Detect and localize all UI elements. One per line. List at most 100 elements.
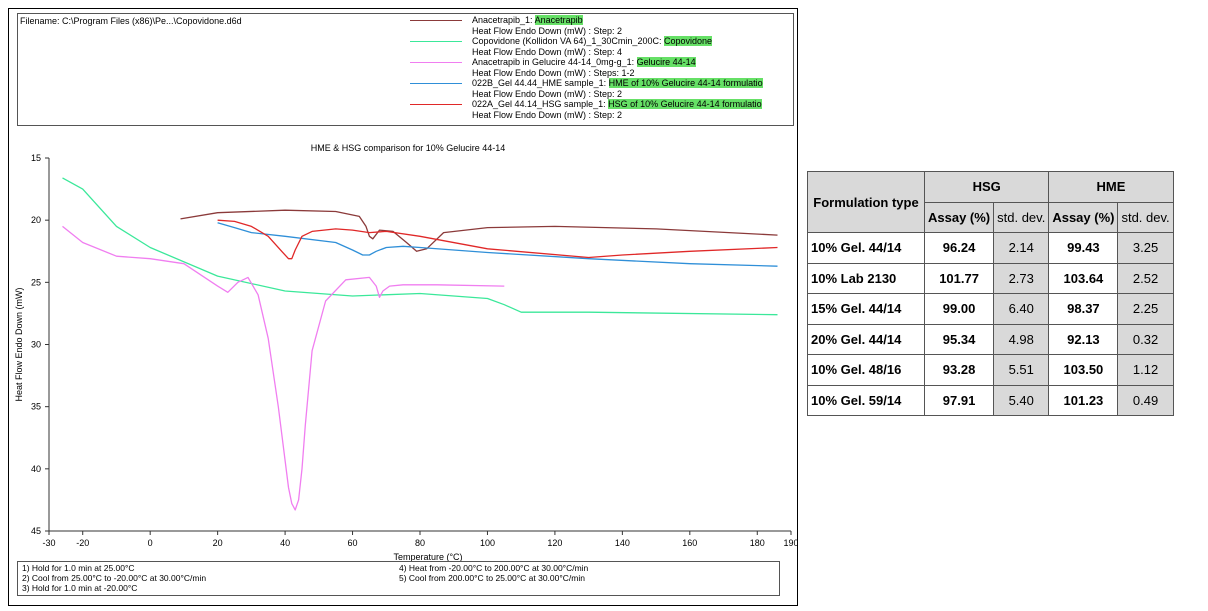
table-row: 15% Gel. 44/14 99.00 6.40 98.37 2.25	[807, 293, 1174, 325]
hme-assay-cell: 101.23	[1048, 384, 1119, 416]
legend-series-prefix: 022B_Gel 44.44_HME sample_1:	[472, 78, 609, 88]
x-tick-label: 140	[615, 538, 630, 548]
legend-line-swatch	[410, 83, 462, 84]
legend-line-swatch	[410, 20, 462, 21]
legend-series-prefix: Anacetrapib_1:	[472, 15, 535, 25]
table-row: 10% Lab 2130 101.77 2.73 103.64 2.52	[807, 262, 1174, 294]
hsg-assay-header: Assay (%)	[923, 201, 995, 233]
legend-text: 022A_Gel 44.14_HSG sample_1: HSG of 10% …	[472, 99, 762, 120]
formulation-label: 10% Gel. 59/14	[807, 384, 925, 416]
hme-sd-header: std. dev.	[1117, 201, 1174, 233]
hme-sd-cell: 0.49	[1117, 384, 1174, 416]
x-axis-label: Temperature (°C)	[393, 552, 462, 561]
y-tick-label: 20	[31, 215, 41, 225]
y-tick-label: 40	[31, 464, 41, 474]
formulation-label: 10% Gel. 44/14	[807, 232, 925, 264]
hme-sd-cell: 3.25	[1117, 232, 1174, 264]
step-4: 4) Heat from -20.00°C to 200.00°C at 30.…	[399, 563, 589, 573]
legend-series-name: Copovidone	[663, 36, 713, 46]
x-tick-label: 120	[547, 538, 562, 548]
hme-sd-cell: 2.25	[1117, 293, 1174, 325]
hme-sd-cell: 0.32	[1117, 323, 1174, 355]
chart-title: HME & HSG comparison for 10% Gelucire 44…	[311, 143, 506, 153]
formulation-type-header: Formulation type	[807, 171, 925, 233]
x-tick-label: 190	[783, 538, 798, 548]
x-tick-label: 40	[280, 538, 290, 548]
legend-text: Copovidone (Kollidon VA 64)_1_30Cmin_200…	[472, 36, 713, 57]
hsg-sd-cell: 2.73	[993, 262, 1050, 294]
series-line	[62, 177, 778, 316]
assay-table: Formulation type HSG HME Assay (%) std. …	[807, 171, 1174, 416]
series-line	[62, 225, 505, 511]
hsg-assay-cell: 93.28	[923, 354, 995, 386]
hsg-sd-cell: 2.14	[993, 232, 1050, 264]
y-tick-label: 45	[31, 526, 41, 536]
formulation-label: 15% Gel. 44/14	[807, 293, 925, 325]
y-axis-label: Heat Flow Endo Down (mW)	[14, 287, 24, 401]
legend-series-name: HME of 10% Gelucire 44-14 formulatio	[608, 78, 763, 88]
legend-series-prefix: 022A_Gel 44.14_HSG sample_1:	[472, 99, 609, 109]
table-row: 10% Gel. 59/14 97.91 5.40 101.23 0.49	[807, 384, 1174, 416]
formulation-label: 20% Gel. 44/14	[807, 323, 925, 355]
hme-header: HME	[1048, 171, 1174, 203]
formulation-label: 10% Lab 2130	[807, 262, 925, 294]
legend-text: Anacetrapib_1: Anacetrapib Heat Flow Endo…	[472, 15, 622, 36]
hsg-assay-cell: 97.91	[923, 384, 995, 416]
legend-series-subtitle: Heat Flow Endo Down (mW) : Step: 2	[472, 25, 623, 36]
hme-assay-header: Assay (%)	[1048, 201, 1119, 233]
legend-series-prefix: Anacetrapib in Gelucire 44-14_0mg-g_1:	[472, 57, 637, 67]
hsg-sd-cell: 4.98	[993, 323, 1050, 355]
legend-line-swatch	[410, 41, 462, 42]
y-tick-label: 15	[31, 153, 41, 163]
step-5: 5) Cool from 200.00°C to 25.00°C at 30.0…	[399, 573, 585, 583]
x-tick-label: 0	[148, 538, 153, 548]
legend-text: 022B_Gel 44.44_HME sample_1: HME of 10% …	[472, 78, 763, 99]
hsg-sd-header: std. dev.	[993, 201, 1050, 233]
x-tick-label: -30	[42, 538, 55, 548]
legend-text: Anacetrapib in Gelucire 44-14_0mg-g_1: G…	[472, 57, 696, 78]
x-tick-label: -20	[76, 538, 89, 548]
hme-assay-cell: 92.13	[1048, 323, 1119, 355]
y-tick-label: 30	[31, 340, 41, 350]
y-tick-label: 35	[31, 402, 41, 412]
hsg-assay-cell: 99.00	[923, 293, 995, 325]
x-tick-label: 20	[213, 538, 223, 548]
filename-label: Filename: C:\Program Files (x86)\Pe...\C…	[20, 16, 242, 26]
legend-series-subtitle: Heat Flow Endo Down (mW) : Step: 4	[472, 46, 623, 57]
series-line	[217, 222, 778, 267]
hsg-assay-cell: 96.24	[923, 232, 995, 264]
hme-sd-cell: 2.52	[1117, 262, 1174, 294]
table-row: 10% Gel. 44/14 96.24 2.14 99.43 3.25	[807, 232, 1174, 264]
method-steps-box: 1) Hold for 1.0 min at 25.00°C 2) Cool f…	[17, 561, 780, 596]
x-tick-label: 180	[750, 538, 765, 548]
hme-sd-cell: 1.12	[1117, 354, 1174, 386]
table-row: 10% Gel. 48/16 93.28 5.51 103.50 1.12	[807, 354, 1174, 386]
legend-line-swatch	[410, 104, 462, 105]
x-tick-label: 60	[348, 538, 358, 548]
y-tick-label: 25	[31, 277, 41, 287]
hsg-header: HSG	[923, 171, 1050, 203]
legend-series-name: HSG of 10% Gelucire 44-14 formulatio	[608, 99, 762, 109]
legend-series-subtitle: Heat Flow Endo Down (mW) : Step: 2	[472, 109, 623, 120]
step-2: 2) Cool from 25.00°C to -20.00°C at 30.0…	[22, 573, 207, 583]
hsg-assay-cell: 101.77	[923, 262, 995, 294]
legend-series-name: Gelucire 44-14	[636, 57, 696, 67]
legend-line-swatch	[410, 62, 462, 63]
table-row: 20% Gel. 44/14 95.34 4.98 92.13 0.32	[807, 323, 1174, 355]
hme-assay-cell: 98.37	[1048, 293, 1119, 325]
hsg-sd-cell: 5.51	[993, 354, 1050, 386]
hme-assay-cell: 103.64	[1048, 262, 1119, 294]
hsg-sd-cell: 6.40	[993, 293, 1050, 325]
legend-series-prefix: Copovidone (Kollidon VA 64)_1_30Cmin_200…	[472, 36, 664, 46]
hme-assay-cell: 99.43	[1048, 232, 1119, 264]
dsc-chart: HME & HSG comparison for 10% Gelucire 44…	[14, 143, 798, 561]
legend-series-name: Anacetrapib	[534, 15, 583, 25]
series-line	[217, 219, 778, 260]
legend-box	[17, 13, 794, 126]
legend-series-subtitle: Heat Flow Endo Down (mW) : Steps: 1-2	[472, 67, 635, 78]
formulation-label: 10% Gel. 48/16	[807, 354, 925, 386]
hme-assay-cell: 103.50	[1048, 354, 1119, 386]
x-tick-label: 100	[480, 538, 495, 548]
hsg-sd-cell: 5.40	[993, 384, 1050, 416]
series-line	[180, 209, 778, 252]
